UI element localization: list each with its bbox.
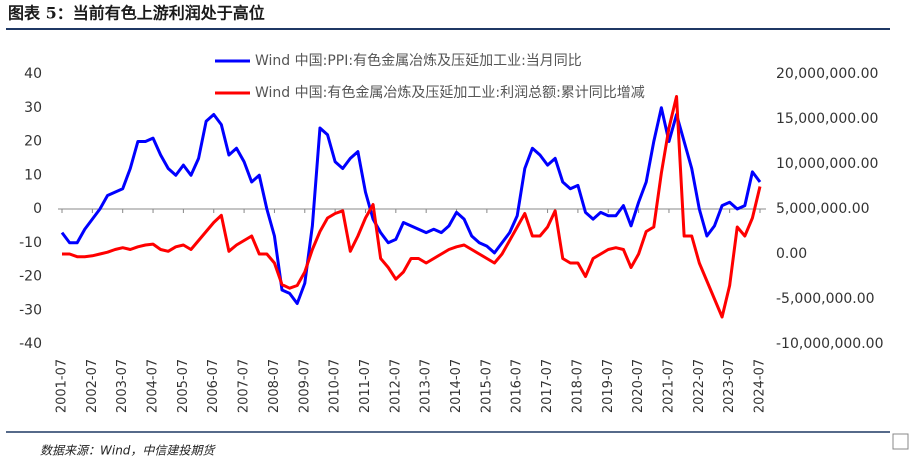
- x-tick-label: 2002-07: [85, 359, 100, 413]
- x-tick-label: 2021-07: [661, 359, 676, 413]
- y2-tick-label: 5,000,000.00: [776, 201, 870, 217]
- y-tick-label: -40: [19, 336, 42, 352]
- x-tick-label: 2008-07: [267, 359, 282, 413]
- x-tick-label: 2013-07: [419, 359, 434, 413]
- y2-tick-label: 10,000,000.00: [776, 156, 878, 172]
- y2-tick-label: -10,000,000.00: [776, 336, 883, 352]
- x-tick-label: 2016-07: [510, 359, 525, 413]
- y-tick-label: -20: [19, 269, 42, 285]
- legend-label: Wind 中国:有色金属冶炼及压延加工业:利润总额:累计同比增减: [255, 84, 645, 101]
- y-tick-label: -30: [19, 302, 42, 318]
- y-tick-label: -10: [19, 235, 42, 251]
- x-tick-label: 2018-07: [570, 359, 585, 413]
- x-tick-label: 2022-07: [692, 359, 707, 413]
- x-tick-label: 2023-07: [722, 359, 737, 413]
- y-tick-label: 30: [24, 100, 42, 116]
- corner-box: [892, 433, 909, 450]
- x-tick-label: 2003-07: [115, 359, 130, 413]
- y2-tick-label: 0.00: [776, 246, 807, 262]
- y2-tick-label: 15,000,000.00: [776, 111, 878, 127]
- y-tick-label: 10: [24, 167, 42, 183]
- x-tick-label: 2012-07: [388, 359, 403, 413]
- y-tick-label: 40: [24, 66, 42, 82]
- x-tick-label: 2007-07: [237, 359, 252, 413]
- y2-tick-label: 20,000,000.00: [776, 66, 878, 82]
- x-tick-label: 2001-07: [55, 359, 70, 413]
- y-tick-label: 20: [24, 134, 42, 150]
- x-tick-label: 2011-07: [358, 359, 373, 413]
- y2-tick-label: -5,000,000.00: [776, 291, 875, 307]
- x-tick-label: 2009-07: [297, 359, 312, 413]
- x-tick-label: 2024-07: [753, 359, 768, 413]
- series-line: [62, 95, 762, 319]
- series-line: [60, 106, 762, 305]
- chart-title: 图表 5：当前有色上游利润处于高位: [8, 4, 265, 23]
- x-tick-label: 2017-07: [540, 359, 555, 413]
- x-tick-label: 2020-07: [631, 359, 646, 413]
- legend-label: Wind 中国:PPI:有色金属冶炼及压延加工业:当月同比: [255, 52, 582, 69]
- x-tick-label: 2019-07: [601, 359, 616, 413]
- source: 数据来源：Wind，中信建投期货: [40, 444, 216, 458]
- x-tick-label: 2005-07: [176, 359, 191, 413]
- x-tick-label: 2015-07: [479, 359, 494, 413]
- x-tick-label: 2010-07: [328, 359, 343, 413]
- x-tick-label: 2004-07: [146, 359, 161, 413]
- x-tick-label: 2006-07: [206, 359, 221, 413]
- y-tick-label: 0: [33, 201, 42, 217]
- x-tick-label: 2014-07: [449, 359, 464, 413]
